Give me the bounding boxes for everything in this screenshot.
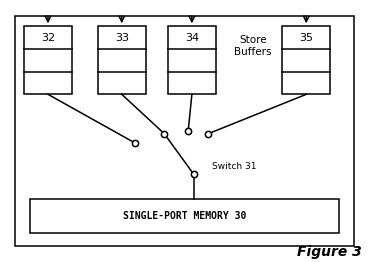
Text: 35: 35 xyxy=(299,32,313,42)
Text: SINGLE-PORT MEMORY 30: SINGLE-PORT MEMORY 30 xyxy=(123,211,246,221)
Text: Figure 3: Figure 3 xyxy=(297,245,362,259)
Text: Store
Buffers: Store Buffers xyxy=(234,35,272,57)
Text: 34: 34 xyxy=(185,32,199,42)
Bar xyxy=(24,26,72,94)
Bar xyxy=(30,199,339,233)
Bar xyxy=(98,26,146,94)
Bar xyxy=(282,26,330,94)
Bar xyxy=(168,26,216,94)
Text: Switch 31: Switch 31 xyxy=(212,162,257,171)
Text: 33: 33 xyxy=(115,32,129,42)
Bar xyxy=(15,16,354,246)
Text: 32: 32 xyxy=(41,32,55,42)
